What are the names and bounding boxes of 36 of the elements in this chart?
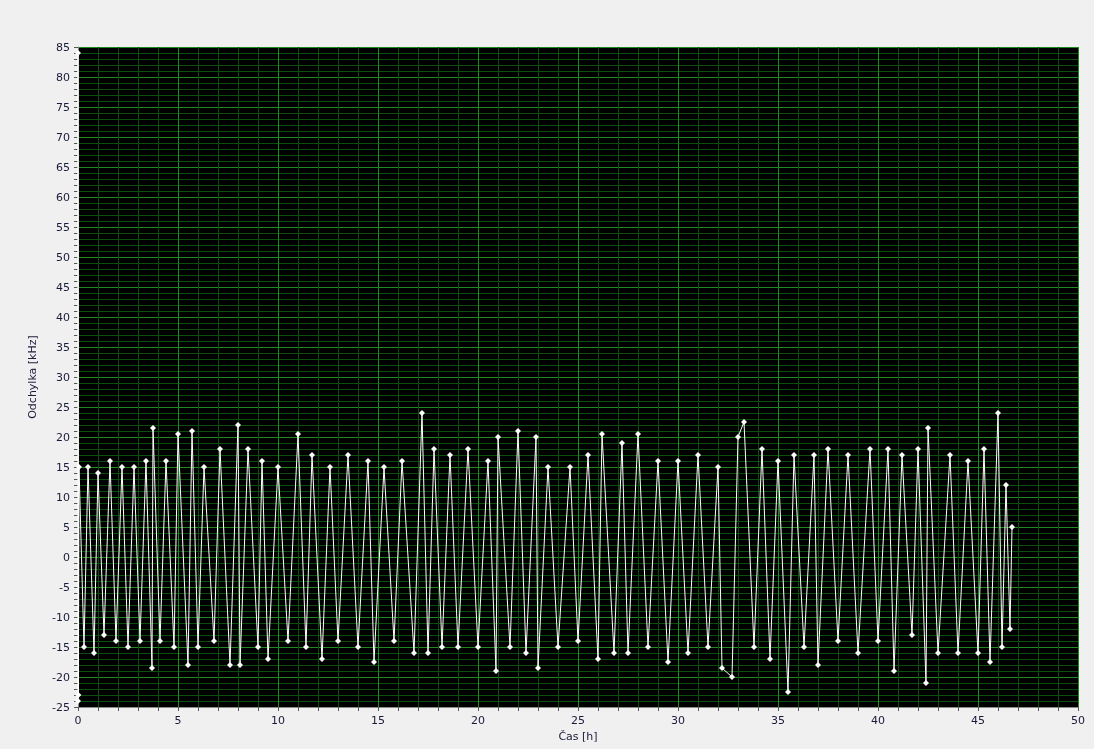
y-tick-label: 80 [56, 70, 70, 84]
y-tick-label: -10 [52, 610, 70, 624]
y-tick-label: 70 [56, 130, 70, 144]
y-tick-label: -25 [52, 700, 70, 714]
x-tick-label: 5 [174, 714, 182, 727]
x-tick-label: 10 [271, 714, 285, 727]
y-tick-label: 50 [56, 250, 70, 264]
y-tick-label: 40 [56, 310, 70, 324]
y-tick-label: 0 [63, 550, 70, 564]
x-tick-label: 0 [74, 714, 82, 727]
y-tick-label: 85 [56, 40, 70, 54]
x-axis-title: Čas [h] [558, 729, 598, 743]
x-tick-label: 30 [671, 714, 685, 727]
x-tick-label: 40 [871, 714, 885, 727]
y-tick-label: 10 [56, 490, 70, 504]
y-tick-label: 25 [56, 400, 70, 414]
y-tick-label: 15 [56, 460, 70, 474]
x-tick-label: 50 [1071, 714, 1085, 727]
x-tick-label: 35 [771, 714, 785, 727]
x-tick-label: 45 [971, 714, 985, 727]
y-tick-label: 75 [56, 100, 70, 114]
x-tick-label: 20 [471, 714, 485, 727]
y-tick-label: -15 [52, 640, 70, 654]
y-axis-title: Odchylka [kHz] [26, 335, 39, 419]
y-tick-label: -5 [59, 580, 70, 594]
y-tick-label: 55 [56, 220, 70, 234]
x-tick-label: 25 [571, 714, 585, 727]
y-tick-label: 35 [56, 340, 70, 354]
x-tick-label: 15 [371, 714, 385, 727]
y-tick-label: 65 [56, 160, 70, 174]
y-tick-label: 30 [56, 370, 70, 384]
y-tick-label: -20 [52, 670, 70, 684]
y-tick-label: 5 [63, 520, 70, 534]
y-tick-label: 45 [56, 280, 70, 294]
y-tick-label: 20 [56, 430, 70, 444]
y-tick-label: 60 [56, 190, 70, 204]
